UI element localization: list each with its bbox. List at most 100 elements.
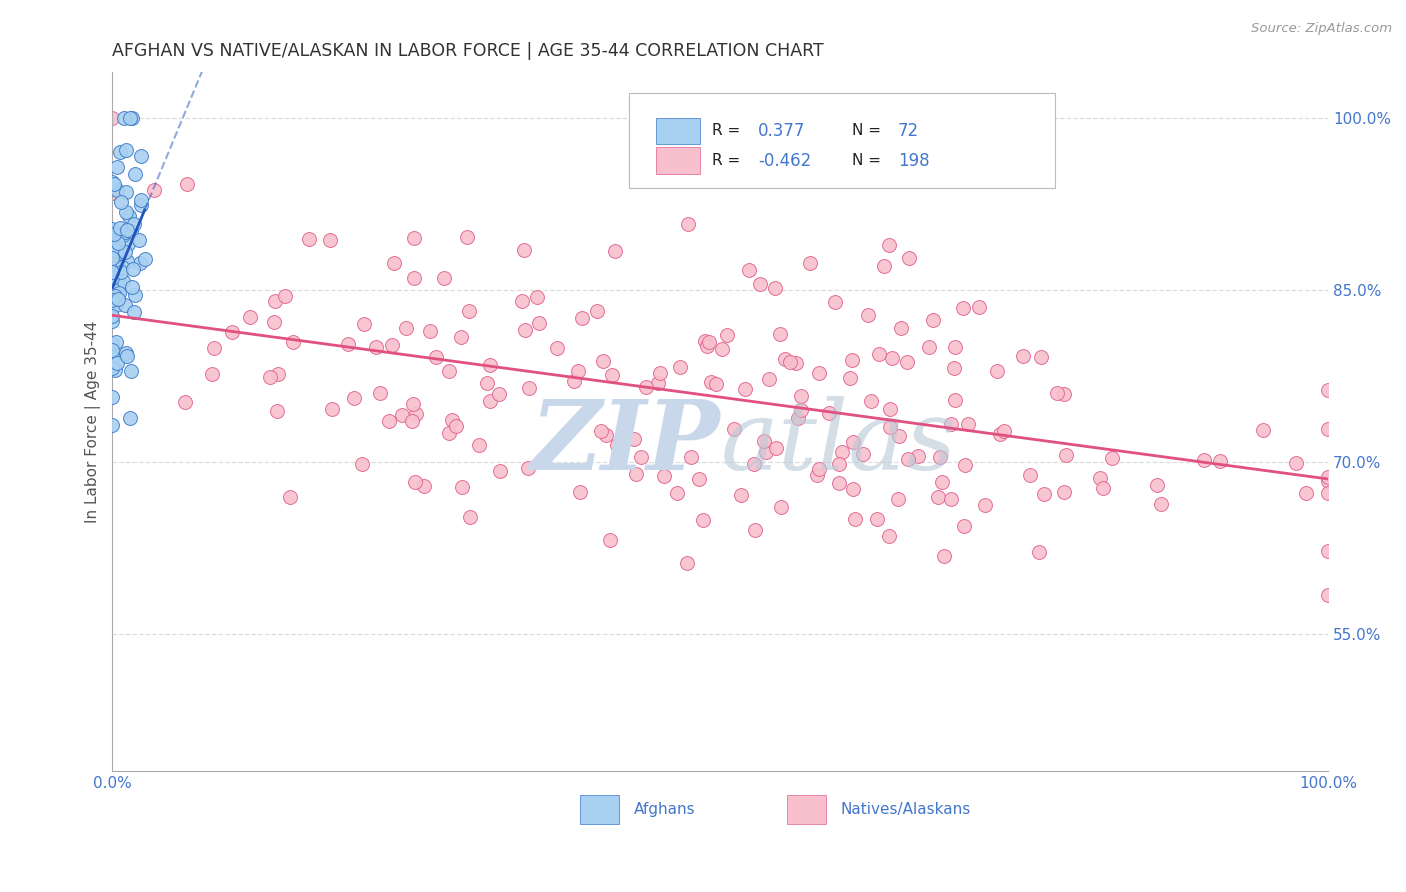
Text: -0.462: -0.462 <box>758 152 811 169</box>
Point <box>124 288 146 302</box>
Point <box>404 475 426 490</box>
Point <box>101 337 124 351</box>
Point <box>118 112 141 126</box>
Point <box>738 263 761 277</box>
Point <box>606 438 628 452</box>
Point <box>101 343 124 358</box>
Point <box>264 293 287 308</box>
Point <box>115 185 138 199</box>
Point <box>104 363 127 377</box>
Point <box>378 414 401 428</box>
Point <box>121 364 143 378</box>
Point <box>101 281 124 295</box>
Point <box>433 270 456 285</box>
Point <box>852 447 875 461</box>
Point <box>401 414 423 428</box>
Point <box>1018 468 1040 483</box>
Text: Source: ZipAtlas.com: Source: ZipAtlas.com <box>1251 22 1392 36</box>
Point <box>117 237 139 252</box>
Point <box>808 366 831 380</box>
Point <box>546 342 568 356</box>
Point <box>723 422 745 436</box>
Point <box>176 178 198 192</box>
Point <box>439 364 461 378</box>
Point <box>458 303 481 318</box>
FancyBboxPatch shape <box>787 795 827 824</box>
Text: atlas: atlas <box>720 396 956 490</box>
Point <box>1317 383 1340 397</box>
Point <box>752 434 775 449</box>
Point <box>1317 544 1340 558</box>
Point <box>110 194 132 209</box>
Text: N =: N = <box>852 153 880 169</box>
Text: 72: 72 <box>898 122 920 140</box>
Point <box>278 491 301 505</box>
Point <box>943 340 966 354</box>
Point <box>605 244 627 258</box>
Point <box>101 186 124 200</box>
Point <box>267 368 290 382</box>
Point <box>1253 423 1275 437</box>
Point <box>101 251 124 265</box>
Point <box>918 340 941 354</box>
Point <box>529 316 551 330</box>
Y-axis label: In Labor Force | Age 35-44: In Labor Force | Age 35-44 <box>86 320 101 523</box>
Point <box>121 112 143 126</box>
Point <box>889 428 911 442</box>
Point <box>489 464 512 478</box>
Point <box>336 337 359 351</box>
Point <box>586 303 609 318</box>
Point <box>856 309 879 323</box>
Point <box>665 486 688 500</box>
Point <box>513 323 536 337</box>
Point <box>589 424 612 438</box>
Point <box>842 435 865 450</box>
Point <box>1088 471 1111 485</box>
Point <box>368 385 391 400</box>
Point <box>101 418 124 433</box>
Point <box>786 410 808 425</box>
Point <box>1028 545 1050 559</box>
Point <box>896 355 918 369</box>
Point <box>602 368 624 383</box>
Point <box>1194 453 1216 467</box>
Point <box>860 394 883 409</box>
Point <box>696 339 718 353</box>
Point <box>101 314 124 328</box>
Point <box>107 356 129 370</box>
Point <box>510 293 533 308</box>
Point <box>844 511 866 525</box>
Point <box>101 268 124 282</box>
Point <box>112 112 135 126</box>
Point <box>479 358 502 372</box>
Point <box>450 480 472 494</box>
Point <box>758 372 780 386</box>
Point <box>391 408 413 422</box>
Point <box>1317 475 1340 489</box>
Point <box>770 500 793 514</box>
Point <box>101 287 124 301</box>
Point <box>412 479 434 493</box>
Point <box>1053 484 1076 499</box>
Point <box>1101 450 1123 465</box>
Point <box>716 328 738 343</box>
Point <box>790 389 813 403</box>
Point <box>1285 456 1308 470</box>
Point <box>402 397 425 411</box>
Point <box>115 223 138 237</box>
Point <box>952 301 974 316</box>
Point <box>592 353 614 368</box>
Point <box>873 259 896 273</box>
Point <box>886 491 908 506</box>
Text: N =: N = <box>852 123 880 138</box>
Point <box>381 337 404 351</box>
Point <box>201 368 224 382</box>
Point <box>425 350 447 364</box>
Point <box>526 290 548 304</box>
Point <box>321 401 343 416</box>
Point <box>450 330 472 344</box>
Point <box>104 244 127 258</box>
Point <box>105 277 128 291</box>
Point <box>124 167 146 181</box>
Point <box>693 334 716 348</box>
